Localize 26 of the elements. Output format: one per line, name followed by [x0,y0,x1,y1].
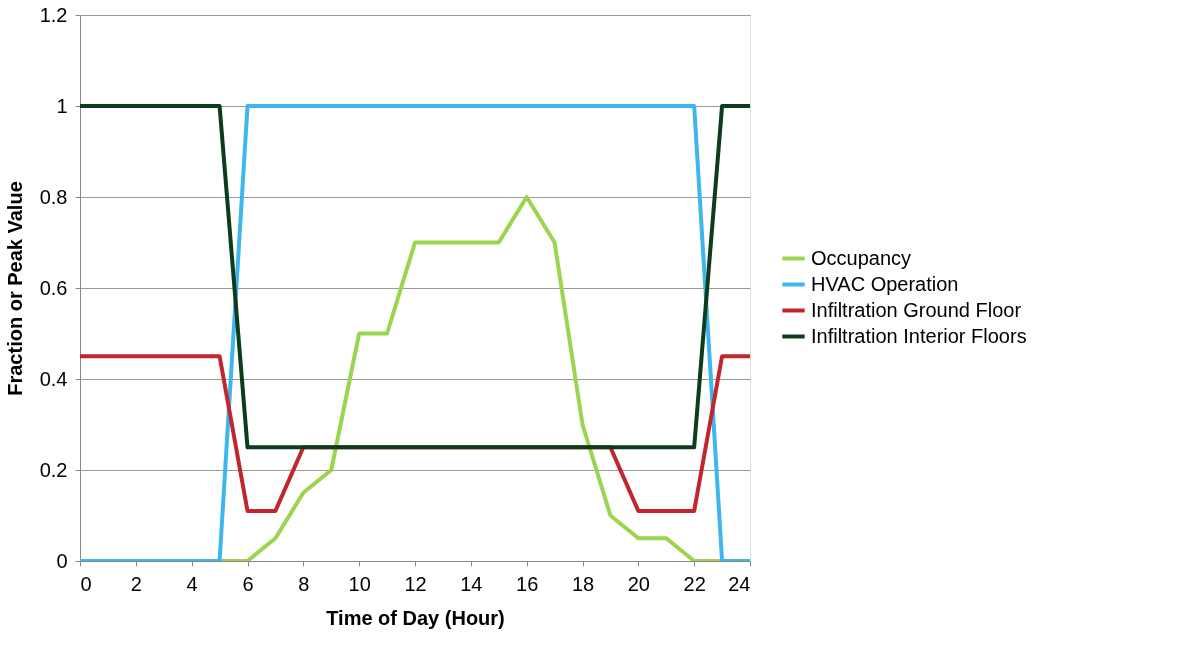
y-tick-label: 1 [56,94,68,117]
legend-label: Infiltration Ground Floor [811,298,1022,321]
y-tick-label: 0.8 [39,185,68,208]
y-tick-label: 0.6 [39,276,68,299]
y-axis-title: Fraction or Peak Value [3,181,26,396]
x-tick-label: 0 [80,572,92,595]
x-tick-label: 16 [516,572,539,595]
y-tick-label: 0.4 [39,367,68,390]
legend-label: Infiltration Interior Floors [811,324,1027,347]
x-tick-label: 8 [298,572,310,595]
x-tick-label: 12 [404,572,427,595]
y-tick-label: 0 [56,549,68,572]
y-tick-label: 1.2 [39,3,68,26]
x-tick-label: 14 [460,572,483,595]
x-tick-label: 6 [242,572,254,595]
x-tick-label: 20 [627,572,650,595]
y-tick-label: 0.2 [39,458,68,481]
x-tick-label: 2 [130,572,142,595]
x-tick-label: 22 [683,572,706,595]
x-tick-label: 4 [186,572,198,595]
x-tick-label: 24 [728,572,751,595]
legend-label: HVAC Operation [811,272,959,295]
x-tick-label: 10 [348,572,371,595]
x-tick-label: 18 [571,572,595,595]
x-axis-title: Time of Day (Hour) [326,606,505,629]
legend-label: Occupancy [811,246,912,269]
